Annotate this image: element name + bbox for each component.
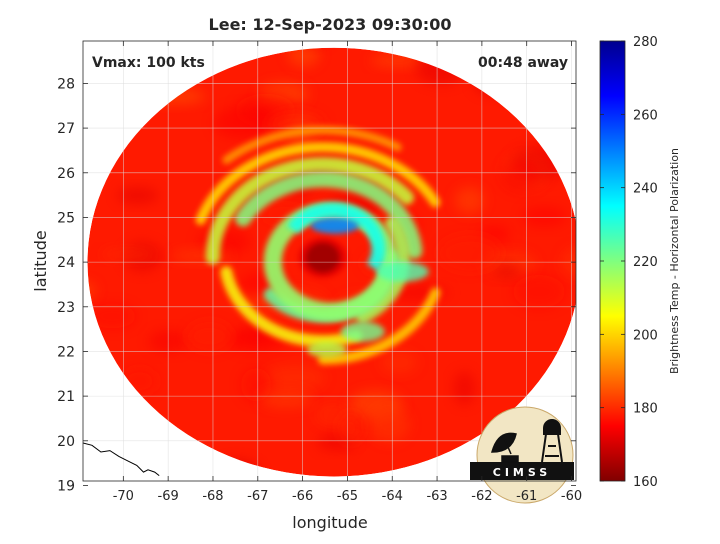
texture-patch (186, 321, 232, 351)
y-tick-label: 26 (57, 166, 75, 182)
texture-patch (561, 247, 576, 277)
x-tick-label: -64 (382, 489, 403, 504)
y-tick-label: 23 (57, 300, 75, 316)
x-tick-label: -68 (202, 489, 223, 504)
storm-structure (87, 47, 576, 477)
storm-eye (305, 242, 340, 273)
texture-patch (213, 107, 273, 140)
x-tick-label: -67 (247, 489, 268, 504)
texture-patch (501, 158, 542, 192)
x-axis-label: longitude (292, 513, 367, 532)
colorbar-label: Brightness Temp - Horizontal Polarizatio… (668, 148, 681, 374)
logo-text: CIMSS (493, 466, 551, 479)
water-tower-icon (541, 419, 563, 463)
rainband-arc (195, 142, 441, 225)
texture-patch (148, 330, 187, 353)
y-tick-label: 19 (57, 478, 75, 494)
colorbar-tick-label: 260 (633, 108, 658, 123)
texture-patch (259, 389, 312, 409)
texture-patch (513, 274, 565, 309)
rainband-arc (205, 157, 415, 265)
convective-cell (376, 261, 429, 282)
texture-patch (101, 247, 155, 261)
land-outline (83, 442, 160, 476)
satellite-dish-icon (491, 432, 519, 463)
rainband-arc (235, 171, 423, 259)
colorbar-tick-label: 280 (633, 35, 658, 50)
y-axis-ticks: 19 20 21 22 23 24 25 26 27 28 (57, 76, 576, 494)
chart-title: Lee: 12-Sep-2023 09:30:00 (209, 15, 452, 34)
colorbar (599, 40, 626, 482)
x-tick-label: -66 (292, 489, 313, 504)
colorbar-tick-label: 160 (633, 475, 658, 490)
convective-cell (340, 321, 385, 342)
plot-frame (82, 40, 577, 482)
texture-patch (453, 371, 476, 405)
colorbar-tick-label: 180 (633, 402, 658, 417)
colorbar-tick-label: 220 (633, 255, 658, 270)
texture-patch (381, 351, 418, 374)
y-tick-label: 28 (57, 76, 75, 92)
eyewall-max (310, 217, 359, 234)
coastline (83, 442, 160, 476)
texture-patch (117, 187, 159, 204)
texture-patch (369, 406, 410, 443)
cimss-logo: CIMSS (470, 406, 574, 504)
texture-patch (454, 187, 485, 214)
y-tick-label: 24 (57, 255, 75, 271)
texture-patch (88, 304, 137, 329)
x-tick-label: -61 (516, 489, 537, 504)
y-tick-label: 27 (57, 121, 75, 137)
texture-patch (438, 235, 502, 271)
colorbar-ticks: 160 180 200 220 240 260 280 (600, 35, 658, 490)
texture-patch (338, 412, 363, 444)
x-axis-ticks: -70 -69 -68 -67 -66 -65 -64 -63 -62 -61 -60 (113, 41, 582, 504)
y-axis-label: latitude (31, 230, 50, 291)
convective-cell (306, 341, 347, 358)
y-tick-label: 21 (57, 389, 75, 405)
x-tick-label: -60 (561, 489, 582, 504)
grid-lines (83, 41, 576, 481)
x-tick-label: -70 (113, 489, 134, 504)
x-tick-label: -65 (337, 489, 358, 504)
y-tick-label: 20 (57, 434, 75, 450)
x-tick-label: -63 (426, 489, 447, 504)
y-tick-label: 25 (57, 210, 75, 226)
x-tick-label: -62 (471, 489, 492, 504)
eyewall-arc (286, 202, 386, 272)
colorbar-tick-label: 200 (633, 328, 658, 343)
texture-patch (171, 248, 232, 263)
texture-patch (492, 263, 522, 280)
x-tick-label: -69 (158, 489, 179, 504)
texture-patch (479, 224, 512, 242)
logo-banner (470, 462, 574, 480)
vmax-annotation: Vmax: 100 kts (92, 55, 205, 71)
colorbar-tick-label: 240 (633, 182, 658, 197)
rainband-arc (220, 266, 363, 347)
time-away-annotation: 00:48 away (478, 55, 568, 71)
texture-patch (521, 206, 567, 227)
rainband-arc (222, 126, 402, 164)
texture-patch (263, 364, 326, 391)
y-tick-label: 22 (57, 344, 75, 360)
texture-patch (241, 367, 272, 402)
